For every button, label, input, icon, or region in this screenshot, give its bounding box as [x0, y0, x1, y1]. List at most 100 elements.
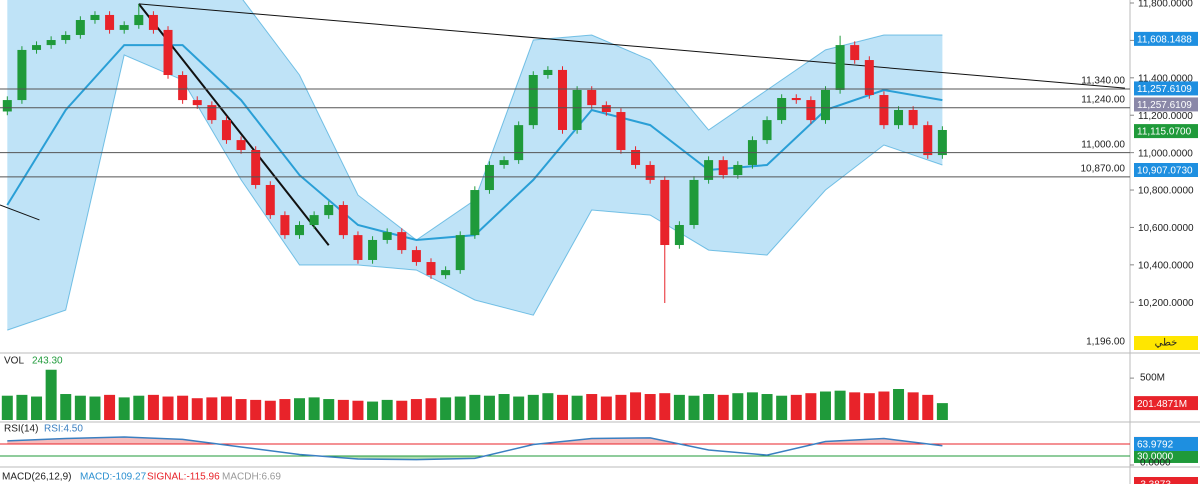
candle-body — [835, 45, 845, 90]
volume-bar — [118, 397, 130, 420]
candle-body — [280, 215, 290, 236]
indicator-value: MACD:-109.27 — [80, 472, 147, 483]
volume-bar — [571, 395, 583, 420]
price-tag-box — [1134, 124, 1198, 139]
candle-body — [558, 69, 567, 130]
volume-bar — [659, 393, 671, 420]
level-tag-box — [1134, 448, 1198, 463]
level-label: 11,000.00 — [1081, 139, 1125, 150]
volume-bar — [717, 394, 729, 420]
volume-bar — [761, 394, 773, 420]
volume-bar — [834, 390, 846, 420]
candle-body — [923, 125, 933, 156]
volume-bar — [16, 394, 28, 420]
volume-bar — [469, 394, 481, 420]
candle-body — [704, 160, 714, 180]
volume-bar — [235, 399, 247, 420]
candle-body — [353, 235, 363, 260]
price-tag-box — [1134, 396, 1198, 411]
candle-body — [572, 89, 582, 130]
price-tag-box — [1134, 477, 1198, 484]
volume-bar — [45, 369, 57, 420]
candle-body — [762, 120, 772, 141]
candle-body — [441, 270, 451, 276]
volume-bar — [746, 392, 758, 420]
price-pane: TickerChart — [0, 0, 1126, 331]
candle-body — [864, 60, 874, 96]
candle-body — [338, 204, 348, 236]
y-tick-label: 11,000.0000 — [1138, 148, 1193, 159]
level-tag: 30.0000 — [1137, 452, 1174, 463]
indicator-value: SIGNAL:-115.96 — [147, 472, 220, 483]
candle-body — [75, 20, 85, 35]
volume-bar — [89, 396, 101, 420]
candle-body — [908, 109, 918, 126]
candle-body — [426, 262, 436, 276]
volume-bar — [367, 401, 379, 420]
volume-bar — [147, 394, 159, 420]
pane-title: RSI(14) — [4, 424, 38, 435]
volume-bar — [527, 394, 539, 420]
candle-body — [587, 89, 597, 106]
price-tag: 63.9792 — [1137, 440, 1174, 451]
volume-bar — [542, 393, 554, 420]
volume-bar — [688, 395, 700, 420]
volume-bar — [279, 399, 291, 420]
indicator-value: MACDH:6.69 — [222, 472, 281, 483]
volume-bar — [425, 398, 437, 420]
candle-body — [514, 125, 524, 161]
candle-body — [645, 164, 655, 180]
price-tag: -3.3873 — [1137, 480, 1171, 484]
candle-body — [221, 120, 231, 141]
candle-body — [61, 34, 71, 41]
volume-bar — [483, 395, 495, 420]
volume-bar — [922, 394, 934, 420]
pane-title: VOL — [4, 356, 24, 367]
candle-body — [601, 105, 611, 113]
volume-bar — [907, 392, 919, 420]
y-tick-label: 11,400.0000 — [1138, 73, 1193, 84]
bollinger-band — [7, 0, 943, 331]
volume-bar — [673, 394, 685, 420]
candle-body — [324, 204, 334, 216]
candle-body — [543, 69, 553, 76]
price-tag: 11,115.0700 — [1137, 127, 1192, 138]
y-tick-label: 10,800.0000 — [1138, 186, 1194, 197]
volume-bar — [732, 393, 744, 420]
candle-body — [119, 25, 129, 30]
volume-bar — [337, 399, 349, 420]
candle-body — [163, 29, 173, 76]
volume-bar — [104, 394, 116, 420]
bollinger-lower — [7, 54, 943, 331]
y-tick-label: 10,400.0000 — [1138, 260, 1194, 271]
price-tag-box — [1134, 31, 1198, 46]
candle-body — [689, 179, 699, 226]
candle-body — [17, 49, 27, 101]
candle-body — [178, 75, 188, 101]
volume-bar — [878, 391, 890, 420]
volume-bar — [352, 400, 364, 420]
candle-body — [455, 235, 465, 271]
trend-line — [138, 3, 1126, 89]
volume-bar — [849, 392, 861, 420]
candle-body — [90, 14, 100, 21]
bottom-label: 1,196.00 — [1086, 337, 1125, 348]
volume-bar — [790, 394, 802, 420]
candle-body — [733, 164, 743, 176]
candle-body — [470, 190, 480, 236]
volume-bar — [893, 389, 905, 420]
price-tag: 11,608.1488 — [1137, 35, 1192, 46]
candle-body — [397, 232, 407, 251]
price-tag: 10,907.0730 — [1137, 166, 1193, 177]
scale-button-box[interactable] — [1134, 336, 1198, 350]
candle-body — [2, 100, 12, 112]
candle-body — [46, 40, 56, 46]
candle-body — [674, 225, 684, 246]
volume-bar — [644, 394, 656, 420]
y-tick-label: 0.0000 — [1140, 458, 1171, 469]
level-label: 11,340.00 — [1081, 76, 1125, 87]
scale-button[interactable]: خطي — [1155, 338, 1178, 349]
volume-bar — [586, 394, 598, 420]
price-tag-box — [1134, 97, 1198, 112]
